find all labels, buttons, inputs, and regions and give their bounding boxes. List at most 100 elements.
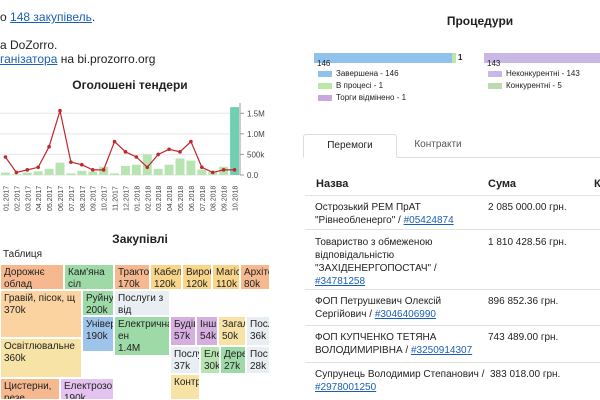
tender-count-point: [101, 168, 106, 172]
x-tick-label: 07.2017: [69, 186, 76, 211]
winner-code-link[interactable]: #05424874: [403, 215, 454, 226]
tab-contracts[interactable]: Контракти: [414, 139, 462, 150]
row-divider: [305, 289, 600, 290]
tender-count-point: [36, 165, 40, 170]
winner-code-link[interactable]: #3046406990: [374, 309, 436, 320]
treemap-cell-value: 120k: [154, 279, 176, 290]
tender-bar: [66, 173, 76, 175]
treemap-cell-name: Освітлювальне: [4, 341, 75, 352]
treemap-cell-name: Електрична ен: [118, 319, 170, 342]
treemap-cell-name: Вироби: [186, 267, 211, 278]
winner-name: Товариство з обмеженою відповідальністю …: [315, 237, 437, 274]
column-header-name[interactable]: Назва: [316, 178, 349, 190]
tender-bar: [230, 107, 239, 175]
treemap-cell[interactable]: Архіте80k: [240, 264, 270, 290]
winner-name: Супрунець Володимир Степанович /: [315, 369, 485, 380]
treemap-cell[interactable]: Електрозо 190k: [60, 378, 114, 400]
treemap-cell[interactable]: Пос 28k: [246, 346, 270, 374]
table-toggle-label[interactable]: Таблиця: [3, 249, 43, 260]
x-tick-label: 01.2017: [3, 186, 10, 211]
treemap-cell[interactable]: Освітлювальне 360k: [0, 338, 82, 378]
winner-code-link[interactable]: #3250914307: [410, 345, 473, 356]
y-tick-label: 500k: [247, 150, 265, 159]
completed-bar: 146: [314, 53, 452, 68]
x-tick-label: 04.2017: [36, 186, 43, 211]
legend-noncompetitive: Неконкурентні - 143: [488, 69, 580, 78]
treemap-cell[interactable]: Загал 50k: [218, 316, 246, 346]
y-tick-label: 1.5M: [247, 109, 265, 118]
treemap-cell[interactable]: Дере 27k: [220, 346, 246, 374]
treemap-cell[interactable]: Послу36k: [246, 316, 270, 346]
treemap-cell-value: 1.4M: [118, 343, 141, 354]
treemap-cell-name: Загал: [222, 319, 246, 330]
treemap-cell[interactable]: Магіст110k: [212, 264, 240, 290]
in-progress-bar-value: 1: [458, 53, 463, 62]
treemap-cell-name: Еле: [204, 349, 219, 360]
x-tick-label: 04.2018: [167, 186, 174, 211]
winner-sum: 896 852.36 грн.: [488, 296, 559, 307]
treemap-cell-value: 190k: [64, 393, 86, 400]
treemap-cell-value: 120k: [186, 279, 208, 290]
treemap-cell-value: 370k: [4, 305, 26, 316]
column-header-sum[interactable]: Сума: [488, 178, 517, 190]
treemap-cell[interactable]: Дорожнє облад400k: [0, 264, 64, 290]
treemap-cell[interactable]: Вироби120k: [182, 264, 212, 290]
winner-sum: 1 810 428.56 грн.: [488, 237, 567, 248]
winner-sum: 383 018.00 грн.: [490, 369, 561, 380]
tab-wins[interactable]: Перемоги: [303, 134, 397, 158]
x-tick-label: 01.2018: [134, 186, 141, 211]
tender-bar: [1, 172, 10, 175]
tender-count-point: [200, 165, 204, 170]
x-tick-label: 08.2018: [211, 186, 218, 211]
treemap-cell[interactable]: Універсальн190k: [82, 316, 114, 352]
tender-count-point: [167, 147, 171, 152]
treemap-cell[interactable]: Кабелі 120k: [150, 264, 182, 290]
treemap-cell[interactable]: Інші 54k: [196, 316, 218, 346]
tender-count-point: [58, 108, 62, 113]
treemap-cell[interactable]: Цистерни, резе: [0, 378, 60, 400]
row-divider: [305, 362, 600, 363]
treemap-title: Закупівлі: [112, 232, 168, 246]
treemap-cell[interactable]: Будів 57k: [170, 316, 196, 346]
header-prefix: о: [0, 10, 7, 24]
treemap-cell-name: Будів: [174, 319, 196, 330]
x-tick-label: 06.2017: [58, 186, 65, 211]
procurements-link[interactable]: 148 закупівель: [10, 10, 92, 24]
legend-swatch: [318, 94, 332, 101]
x-tick-label: 10.2018: [233, 186, 240, 211]
treemap-cell-value: 27k: [224, 361, 241, 372]
tender-bar: [131, 164, 141, 175]
treemap-cell[interactable]: Гравій, пісок, щ 370k: [0, 290, 82, 338]
procedures-title: Процедури: [446, 14, 514, 28]
treemap-cell[interactable]: Еле30k: [200, 346, 220, 374]
treemap-cell[interactable]: Трактори170k: [114, 264, 150, 290]
x-tick-label: 06.2018: [189, 186, 196, 211]
treemap-cell-name: Кабелі: [154, 267, 182, 278]
table-row: Товариство з обмеженою відповідальністю …: [315, 236, 480, 288]
table-row: ФОП Петрушкевич Олексій Сергійович / #30…: [315, 295, 480, 321]
treemap-cell-value: 37k: [174, 361, 191, 372]
treemap-cell-name: Дере: [224, 349, 246, 360]
header-line-3: ганізатора на bi.prozorro.org: [0, 52, 155, 66]
treemap-cell[interactable]: Руйнування200k: [82, 290, 114, 316]
tender-bar: [55, 162, 65, 175]
completed-bar-value: 146: [317, 59, 331, 68]
tender-count-point: [189, 139, 193, 144]
tender-count-point: [221, 168, 226, 172]
column-header-extra[interactable]: К: [594, 178, 600, 190]
tender-count-point: [14, 170, 19, 175]
treemap-cell[interactable]: Контр: [170, 374, 200, 400]
treemap-cell[interactable]: Послуги37k: [170, 346, 200, 374]
treemap-cell[interactable]: Електрична ен 1.4M: [114, 316, 170, 356]
legend-swatch: [488, 82, 502, 89]
treemap-cell[interactable]: Кам'яна сіл200k: [64, 264, 114, 290]
tender-bar: [22, 172, 32, 175]
winner-code-link[interactable]: #34781258: [315, 276, 366, 287]
treemap-cell[interactable]: Послуги з від: [114, 290, 170, 316]
treemap-cell-value: 28k: [250, 361, 267, 372]
legend-completed: Завершена - 146: [318, 69, 399, 78]
row-divider: [305, 229, 600, 230]
organizer-link[interactable]: ганізатора: [0, 52, 58, 66]
winner-code-link[interactable]: #2978001250: [315, 382, 377, 393]
table-row: ФОП КУПЧЕНКО ТЕТЯНА ВОЛОДИМИРІВНА / #325…: [315, 331, 480, 357]
